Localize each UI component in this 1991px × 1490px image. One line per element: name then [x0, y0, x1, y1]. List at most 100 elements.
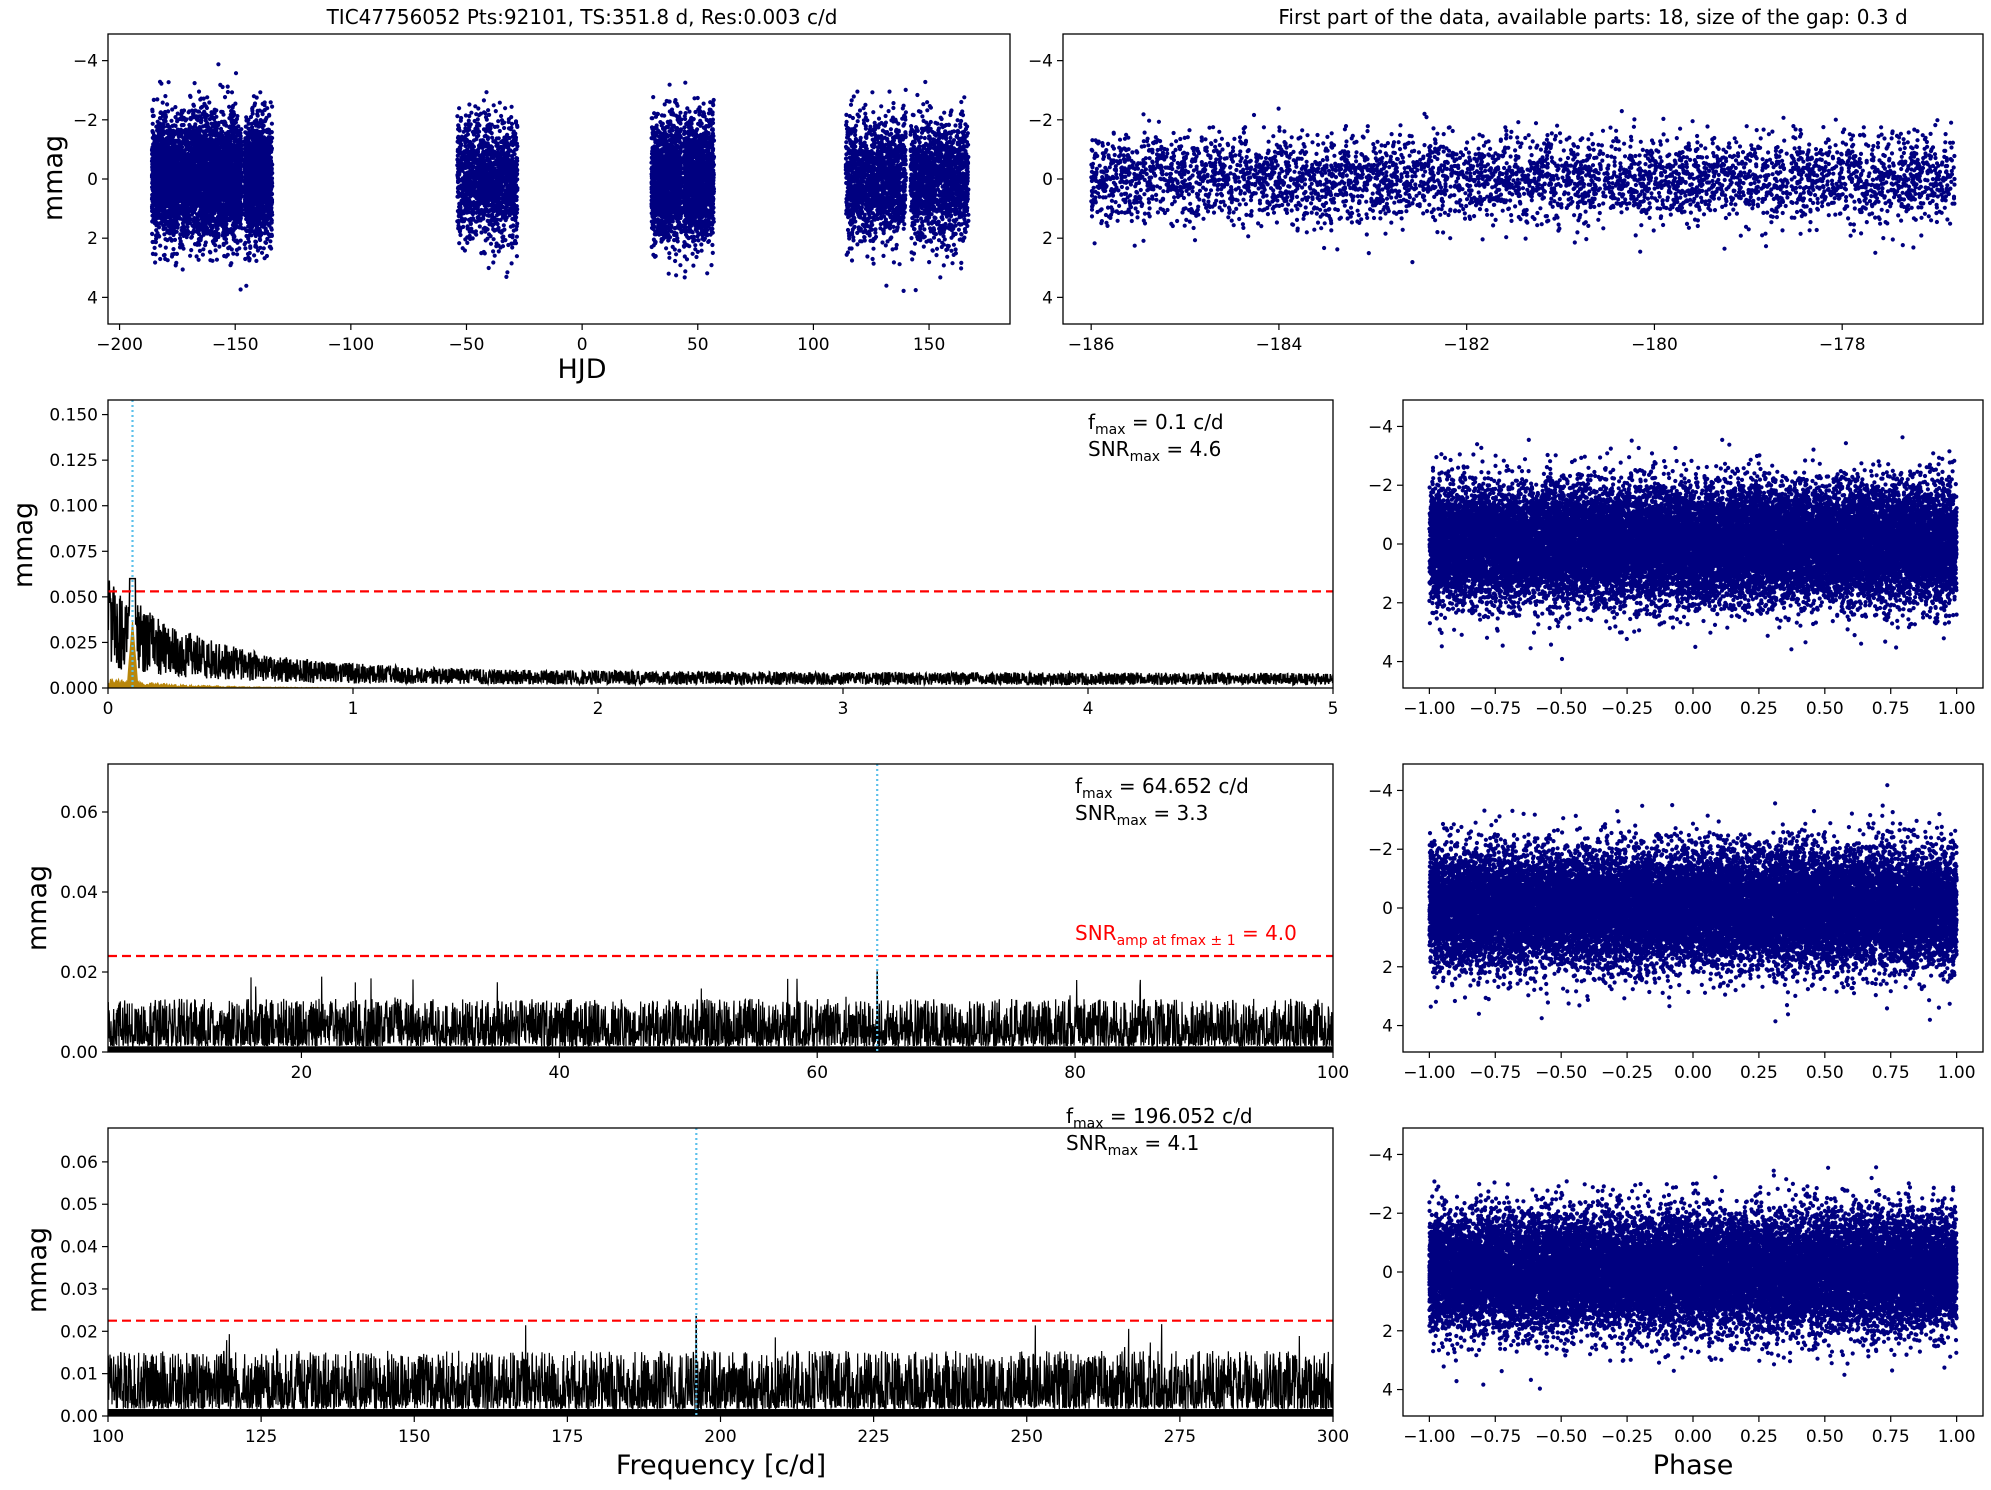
spectrum-1-fmax-sub: max	[1095, 422, 1126, 438]
spectrum-1-xtick-label: 1	[348, 699, 359, 719]
phase-1-plot-area	[1427, 435, 1959, 662]
spectrum-1-fmax-main: f	[1088, 410, 1096, 434]
spectrum-2-threshold-main: SNR	[1075, 921, 1117, 945]
spectrum-3-snr-sub: max	[1108, 1143, 1139, 1159]
spectrum-3-plot-area	[108, 1128, 1333, 1416]
spectrum-3-snr-main: SNR	[1066, 1131, 1108, 1155]
spectrum-2-threshold-label: SNRamp at fmax ± 1 = 4.0	[1075, 921, 1297, 949]
first-part-plot-area	[1089, 106, 1957, 265]
spectrum-2-ytick-label: 0.00	[60, 1043, 98, 1063]
spectrum-2-fmax-annotation: fmax = 64.652 c/d	[1075, 774, 1249, 802]
phase-1-xtick-label: −0.25	[1601, 699, 1653, 719]
spectrum-3-ytick-label: 0.00	[60, 1407, 98, 1427]
phase-2-points	[1427, 783, 1959, 1024]
phase-3-plot-area	[1427, 1165, 1959, 1391]
spectrum-2-frame	[107, 763, 1334, 1053]
spectrum-3-xtick-label: 250	[1011, 1427, 1043, 1447]
spectrum-3-snr-annotation: SNRmax = 4.1	[1066, 1131, 1199, 1159]
spectrum-2-threshold-sub: amp at fmax ± 1	[1117, 933, 1236, 949]
phase-1-ytick-label: 4	[1382, 653, 1393, 673]
spectrum-2-fmax-main: f	[1075, 774, 1083, 798]
lightcurve-xlabel: HJD	[557, 354, 606, 385]
lightcurve-ytick-label: −4	[73, 52, 98, 72]
spectrum-3-xtick-label: 125	[245, 1427, 277, 1447]
first-part-xtick-label: −178	[1819, 335, 1866, 355]
phase-2-xtick-label: −0.75	[1469, 1063, 1521, 1083]
first-part-xtick-label: −182	[1443, 335, 1490, 355]
spectrum-2-xtick-label: 100	[1317, 1063, 1349, 1083]
phase-1-points	[1427, 435, 1959, 662]
phase-3-xlabel: Phase	[1653, 1450, 1734, 1481]
spectrum-1-ytick-label: 0.050	[49, 588, 98, 608]
spectrum-3-ytick-label: 0.04	[60, 1238, 98, 1258]
first-part-points	[1089, 106, 1957, 265]
lightcurve-xtick-label: −200	[96, 335, 143, 355]
phase-2-ytick-label: 0	[1382, 899, 1393, 919]
lightcurve-xtick-label: −150	[212, 335, 259, 355]
spectrum-1-ytick-label: 0.025	[49, 633, 98, 653]
lightcurve-ytick-label: 4	[87, 288, 98, 308]
spectrum-1-xtick-label: 5	[1328, 699, 1339, 719]
spectrum-3-xtick-label: 150	[398, 1427, 430, 1447]
phase-1-xtick-label: 1.00	[1938, 699, 1976, 719]
lightcurve-ytick-label: −2	[73, 111, 98, 131]
phase-3-points	[1427, 1165, 1959, 1391]
spectrum-1-panel: mmag fmax = 0.1 c/d SNRmax = 4.6 0 1 2 3 4 50…	[8, 399, 1339, 719]
phase-2-xtick-label: 1.00	[1938, 1063, 1976, 1083]
spectrum-3-ytick-label: 0.06	[60, 1153, 98, 1173]
spectrum-2-fmax-rest: = 64.652 c/d	[1113, 774, 1249, 798]
spectrum-3-amplitude-spectrum	[108, 1315, 1333, 1412]
first-part-ytick-label: 4	[1042, 288, 1053, 308]
spectrum-3-xtick-label: 225	[857, 1427, 889, 1447]
lightcurve-xtick-label: 50	[687, 335, 709, 355]
spectrum-2-snr-sub: max	[1117, 813, 1148, 829]
phase-3-xtick-label: −0.25	[1601, 1427, 1653, 1447]
spectrum-2-ytick-label: 0.06	[60, 803, 98, 823]
spectrum-1-ytick-label: 0.100	[49, 497, 98, 517]
first-part-ytick-label: 0	[1042, 170, 1053, 190]
phase-3-ytick-label: 0	[1382, 1263, 1393, 1283]
phase-3-xtick-label: −1.00	[1403, 1427, 1455, 1447]
spectrum-1-ytick-label: 0.075	[49, 542, 98, 562]
phase-3-xtick-label: 1.00	[1938, 1427, 1976, 1447]
spectrum-3-panel: mmag Frequency [c/d] fmax = 196.052 c/d …	[22, 1104, 1349, 1481]
first-part-ytick-label: −2	[1028, 111, 1053, 131]
spectrum-1-fmax-rest: = 0.1 c/d	[1126, 410, 1224, 434]
spectrum-2-noise-fill	[108, 1046, 1333, 1052]
spectrum-3-xtick-label: 175	[551, 1427, 583, 1447]
phase-3-ytick-label: 4	[1382, 1381, 1393, 1401]
phase-3-xtick-label: 0.75	[1872, 1427, 1910, 1447]
phase-1-xtick-label: 0.25	[1740, 699, 1778, 719]
spectrum-2-ytick-label: 0.02	[60, 963, 98, 983]
spectrum-3-xtick-label: 200	[704, 1427, 736, 1447]
first-part-title: First part of the data, available parts:…	[1278, 5, 1907, 29]
spectrum-2-snr-main: SNR	[1075, 801, 1117, 825]
phase-2-xtick-label: −1.00	[1403, 1063, 1455, 1083]
phase-1-ytick-label: 2	[1382, 594, 1393, 614]
first-part-ytick-label: 2	[1042, 229, 1053, 249]
phase-1-xtick-label: 0.75	[1872, 699, 1910, 719]
lightcurve-title: TIC47756052 Pts:92101, TS:351.8 d, Res:0…	[326, 5, 838, 29]
spectrum-1-snr-rest: = 4.6	[1160, 437, 1221, 461]
spectrum-3-ytick-label: 0.03	[60, 1280, 98, 1300]
phase-1-xtick-label: 0.00	[1674, 699, 1712, 719]
phase-2-xtick-label: 0.50	[1806, 1063, 1844, 1083]
spectrum-2-xtick-label: 40	[548, 1063, 570, 1083]
phase-2-xtick-label: −0.50	[1535, 1063, 1587, 1083]
lightcurve-xtick-label: 100	[797, 335, 829, 355]
phase-2-plot-area	[1427, 783, 1959, 1024]
lightcurve-ylabel: mmag	[38, 135, 69, 221]
spectrum-2-xtick-label: 20	[291, 1063, 313, 1083]
phase-1-ytick-label: −4	[1368, 417, 1393, 437]
spectrum-2-panel: mmag fmax = 64.652 c/d SNRmax = 3.3 SNRa…	[22, 763, 1349, 1083]
spectrum-1-ytick-label: 0.125	[49, 451, 98, 471]
lightcurve-points	[149, 62, 971, 293]
spectrum-1-xtick-label: 4	[1083, 699, 1094, 719]
phase-3-ytick-label: 2	[1382, 1322, 1393, 1342]
spectrum-1-amplitude-spectrum	[108, 577, 1333, 688]
phase-2-xtick-label: −0.25	[1601, 1063, 1653, 1083]
phase-3-xtick-label: 0.50	[1806, 1427, 1844, 1447]
spectrum-2-xtick-label: 60	[806, 1063, 828, 1083]
spectrum-3-fmax-sub: max	[1073, 1116, 1104, 1132]
